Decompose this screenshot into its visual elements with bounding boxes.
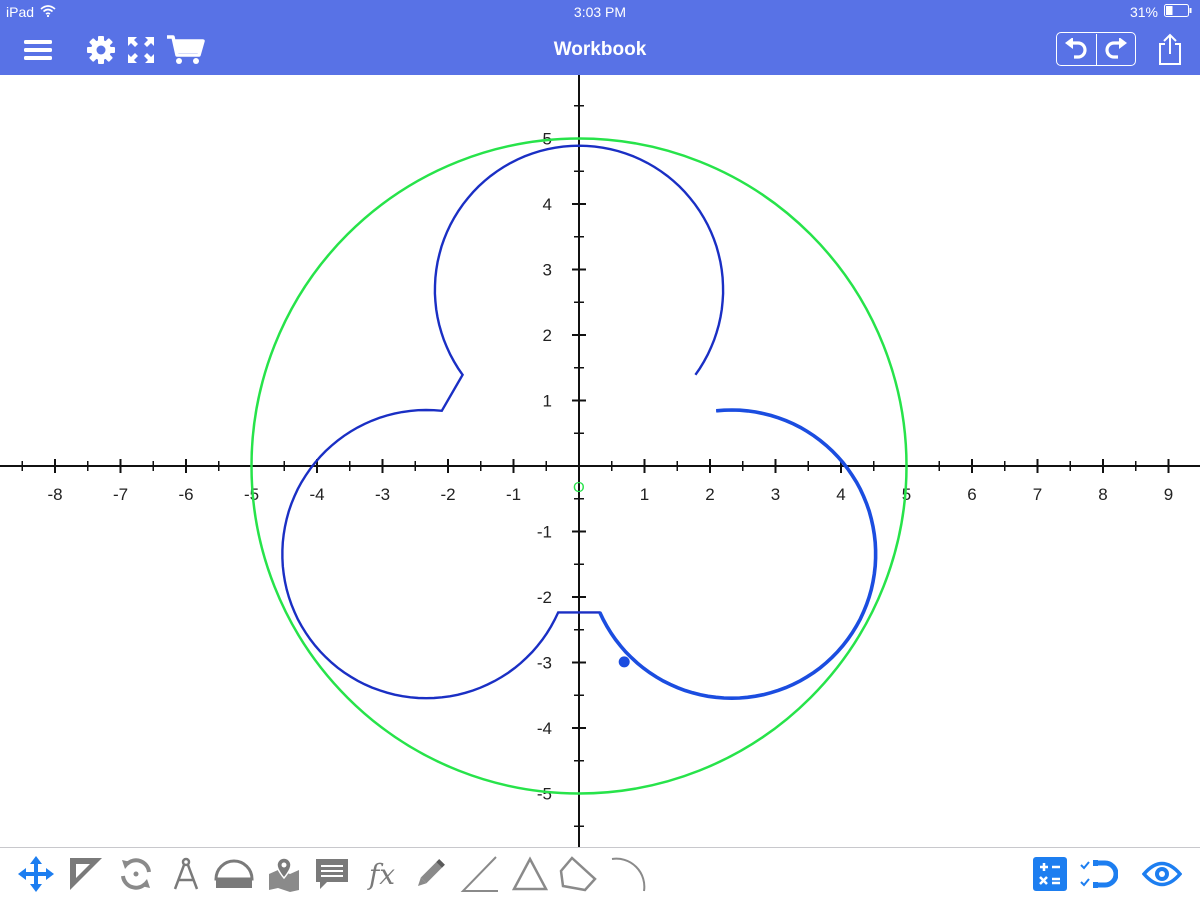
y-tick-label: -1 [537, 523, 552, 542]
undo-icon[interactable] [1057, 33, 1097, 65]
menu-icon[interactable] [20, 36, 56, 64]
x-tick-label: -6 [178, 485, 193, 504]
calculator-icon[interactable] [1030, 854, 1070, 894]
y-tick-label: -2 [537, 588, 552, 607]
y-tick-label: 4 [543, 195, 552, 214]
x-tick-label: -8 [47, 485, 62, 504]
x-tick-label: 2 [705, 485, 714, 504]
nav-bar: Workbook [0, 24, 1200, 75]
x-tick-label: -3 [375, 485, 390, 504]
map-icon[interactable] [264, 854, 304, 894]
x-tick-label: -4 [309, 485, 324, 504]
angle-icon[interactable] [460, 854, 500, 894]
redo-icon[interactable] [1097, 34, 1136, 65]
compass-icon[interactable] [166, 854, 206, 894]
y-tick-label: 2 [543, 326, 552, 345]
x-tick-label: -1 [506, 485, 521, 504]
x-tick-label: -7 [113, 485, 128, 504]
battery-icon [1164, 4, 1192, 20]
function-label: fx [368, 857, 396, 891]
triangle-icon[interactable] [510, 854, 550, 894]
y-tick-label: -3 [537, 654, 552, 673]
gear-icon[interactable] [84, 34, 118, 66]
move-icon[interactable] [16, 854, 56, 894]
set-square-icon[interactable] [66, 854, 106, 894]
visibility-icon[interactable] [1142, 854, 1182, 894]
rotate-icon[interactable] [116, 854, 156, 894]
x-tick-label: 4 [836, 485, 845, 504]
comment-icon[interactable] [312, 854, 352, 894]
y-tick-label: -5 [537, 785, 552, 804]
function-icon[interactable]: fx [362, 854, 402, 894]
protractor-icon[interactable] [214, 854, 254, 894]
x-tick-label: 7 [1033, 485, 1042, 504]
y-tick-label: -4 [537, 719, 552, 738]
cart-icon[interactable] [164, 32, 206, 68]
undo-redo-group [1056, 32, 1136, 66]
x-tick-label: 3 [771, 485, 780, 504]
quadrilateral-icon[interactable] [558, 854, 598, 894]
curve-point[interactable] [618, 656, 630, 668]
status-bar: iPad 3:03 PM 31% [0, 0, 1200, 24]
share-icon[interactable] [1154, 30, 1186, 68]
battery-percent: 31% [1129, 4, 1158, 20]
pencil-icon[interactable] [410, 854, 450, 894]
arc-icon[interactable] [608, 854, 648, 894]
x-axis-labels: -8 -7 -6 -5 -4 -3 -2 -1 1 2 3 4 5 6 7 8 9 [47, 485, 1173, 504]
axes [0, 75, 1200, 847]
clock: 3:03 PM [573, 4, 627, 20]
y-tick-label: 3 [543, 261, 552, 280]
x-tick-label: 1 [640, 485, 649, 504]
highlighted-curve-segment[interactable] [598, 408, 878, 701]
origin-label: O [573, 479, 585, 496]
x-tick-label: 6 [967, 485, 976, 504]
fullscreen-icon[interactable] [124, 34, 158, 66]
outer-circle[interactable] [250, 137, 908, 795]
x-tick-label: -2 [440, 485, 455, 504]
bottom-toolbar: fx [0, 847, 1200, 901]
x-tick-label: 9 [1164, 485, 1173, 504]
graph-canvas[interactable]: -8 -7 -6 -5 -4 -3 -2 -1 1 2 3 4 5 6 7 8 9 54321-1-2-3-4-… [0, 75, 1200, 847]
wifi-icon [40, 4, 56, 20]
device-name: iPad [6, 4, 35, 20]
y-tick-label: 1 [543, 392, 552, 411]
x-tick-label: 8 [1098, 485, 1107, 504]
snap-icon[interactable] [1078, 854, 1118, 894]
